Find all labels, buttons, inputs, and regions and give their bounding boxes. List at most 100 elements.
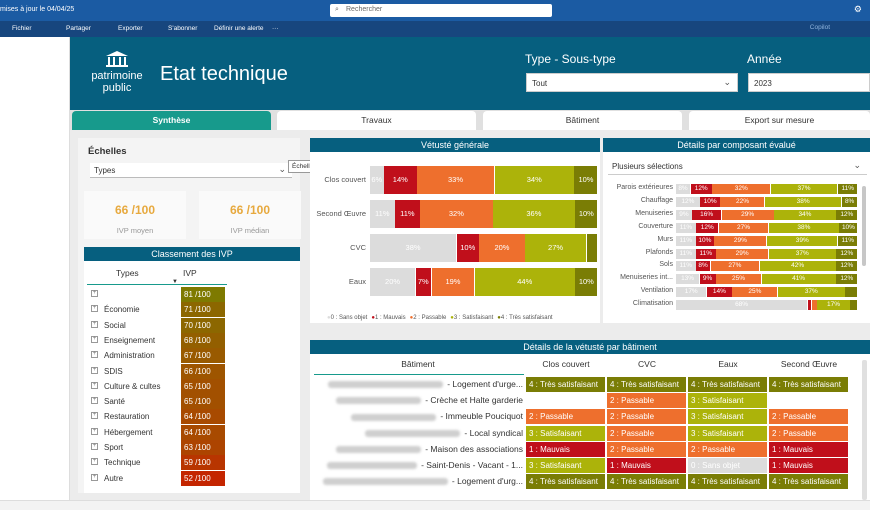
bar-segment-mauvais[interactable]: 11%: [395, 200, 420, 228]
table-row[interactable]: + Technique 59 /100: [84, 455, 304, 471]
sort-down-icon[interactable]: ▼: [172, 279, 178, 285]
col-cvc[interactable]: CVC: [638, 359, 656, 369]
bar-segment-sans-objet[interactable]: 11%: [370, 200, 395, 228]
more-button[interactable]: ···: [272, 25, 279, 32]
bar-segment-sans-objet[interactable]: 17%: [676, 287, 707, 298]
bar-segment-tres-satisfaisant[interactable]: 12%: [836, 248, 858, 259]
bar-segment-tres-satisfaisant[interactable]: 8%: [841, 196, 858, 207]
share-menu[interactable]: Partager: [66, 25, 91, 32]
status-cell-mauvais[interactable]: 1 : Mauvais: [769, 441, 848, 457]
bar-segment-satisfaisant[interactable]: 37%: [770, 184, 838, 194]
bar-segment-mauvais[interactable]: 10%: [456, 234, 479, 262]
bar-segment-tres-satisfaisant[interactable]: 10%: [574, 166, 598, 194]
batiment-name-cell[interactable]: - Logement d'urg...: [322, 476, 523, 486]
status-cell-mauvais[interactable]: 1 : Mauvais: [526, 441, 605, 457]
expand-icon[interactable]: +: [91, 351, 98, 359]
status-cell-tres-satisfaisant[interactable]: 4 : Très satisfaisant: [769, 377, 848, 392]
expand-icon[interactable]: +: [91, 320, 98, 328]
status-cell-tres-satisfaisant[interactable]: 4 : Très satisfaisant: [688, 474, 767, 490]
file-menu[interactable]: Fichier: [12, 25, 32, 32]
bar-segment-passable[interactable]: 22%: [720, 196, 765, 207]
table-row[interactable]: + Sport 63 /100: [84, 440, 304, 455]
bar-segment-mauvais[interactable]: 8%: [696, 261, 711, 272]
bar-segment-passable[interactable]: 20%: [479, 234, 525, 262]
bar-segment-tres-satisfaisant[interactable]: [845, 287, 858, 298]
composant-select[interactable]: Plusieurs sélections ⌄: [608, 158, 867, 175]
bar-segment-tres-satisfaisant[interactable]: 10%: [575, 200, 598, 228]
status-cell-tres-satisfaisant[interactable]: 4 : Très satisfaisant: [688, 377, 767, 392]
expand-icon[interactable]: +: [91, 443, 98, 450]
bar-segment-sans-objet[interactable]: 8%: [676, 184, 691, 194]
status-cell-passable[interactable]: 2 : Passable: [607, 441, 686, 457]
bar-segment-satisfaisant[interactable]: 39%: [767, 235, 838, 246]
bar-segment-sans-objet[interactable]: 20%: [370, 268, 416, 296]
tab-synthese[interactable]: Synthèse: [72, 111, 271, 130]
batiment-scrollbar[interactable]: [862, 360, 867, 500]
status-cell-tres-satisfaisant[interactable]: 4 : Très satisfaisant: [526, 474, 605, 490]
bar-segment-satisfaisant[interactable]: 38%: [764, 196, 842, 207]
expand-icon[interactable]: +: [91, 305, 98, 313]
bar-segment-passable[interactable]: 25%: [732, 287, 778, 298]
col-batiment[interactable]: Bâtiment: [401, 359, 435, 369]
status-cell-passable[interactable]: 2 : Passable: [607, 425, 686, 441]
subscribe-button[interactable]: S'abonner: [168, 25, 198, 32]
table-row[interactable]: + SDIS 66 /100: [84, 363, 304, 379]
batiment-name-cell[interactable]: - Immeuble Pouciquot: [351, 411, 523, 421]
status-cell-passable[interactable]: 2 : Passable: [769, 425, 848, 441]
bar-segment-sans-objet[interactable]: 11%: [676, 248, 696, 259]
bar-segment-mauvais[interactable]: 12%: [690, 184, 712, 194]
bar-segment-sans-objet[interactable]: 38%: [370, 234, 457, 262]
table-row[interactable]: + Administration 67 /100: [84, 348, 304, 364]
col-header-types[interactable]: Types: [116, 268, 139, 278]
bar-segment-satisfaisant[interactable]: 37%: [768, 248, 836, 259]
copilot-button[interactable]: Copilot: [809, 24, 830, 31]
bar-segment-mauvais[interactable]: 9%: [699, 274, 716, 285]
status-cell-satisfaisant[interactable]: 3 : Satisfaisant: [688, 409, 767, 425]
bar-segment-tres-satisfaisant[interactable]: 12%: [836, 261, 858, 272]
bar-segment-passable[interactable]: 27%: [710, 261, 760, 272]
bar-segment-satisfaisant[interactable]: 37%: [777, 287, 845, 298]
table-row[interactable]: + Autre 52 /100: [84, 470, 304, 486]
table-row[interactable]: + Hébergement 64 /100: [84, 424, 304, 440]
col-header-ivp[interactable]: IVP: [183, 268, 197, 278]
table-row[interactable]: + Culture & cultes 65 /100: [84, 378, 304, 394]
bar-segment-sans-objet[interactable]: 6%: [370, 166, 384, 194]
bar-segment-passable[interactable]: 32%: [712, 184, 771, 194]
status-cell-tres-satisfaisant[interactable]: 4 : Très satisfaisant: [769, 474, 848, 490]
bar-segment-passable[interactable]: 29%: [716, 248, 769, 259]
bar-segment-tres-satisfaisant[interactable]: [586, 234, 598, 262]
bar-segment-satisfaisant[interactable]: 42%: [759, 261, 836, 272]
batiment-name-cell[interactable]: - Local syndical: [365, 428, 523, 438]
bar-segment-satisfaisant[interactable]: 41%: [761, 274, 836, 285]
bar-segment-sans-objet[interactable]: 68%: [676, 300, 808, 311]
col-clos-couvert[interactable]: Clos couvert: [542, 359, 590, 369]
expand-icon[interactable]: +: [91, 366, 98, 374]
status-cell-passable[interactable]: 2 : Passable: [688, 441, 767, 457]
table-row[interactable]: + Économie 71 /100: [84, 302, 304, 318]
bar-segment-mauvais[interactable]: 14%: [384, 166, 417, 194]
batiment-name-cell[interactable]: - Crèche et Halte garderie: [336, 395, 523, 405]
bar-segment-passable[interactable]: 25%: [716, 274, 762, 285]
table-row[interactable]: + Santé 65 /100: [84, 394, 304, 410]
bar-segment-mauvais[interactable]: [807, 300, 812, 311]
bar-segment-tres-satisfaisant[interactable]: 10%: [839, 222, 858, 233]
bar-segment-satisfaisant[interactable]: 36%: [493, 200, 575, 228]
bar-segment-passable[interactable]: 29%: [721, 209, 774, 220]
status-cell-passable[interactable]: 2 : Passable: [607, 393, 686, 409]
bar-segment-tres-satisfaisant[interactable]: 11%: [837, 235, 858, 246]
bar-segment-satisfaisant[interactable]: 44%: [474, 268, 575, 296]
batiment-name-cell[interactable]: - Saint-Denis - Vacant - 1...: [327, 460, 523, 470]
bar-segment-sans-objet[interactable]: 12%: [676, 196, 700, 207]
bar-segment-mauvais[interactable]: 11%: [696, 248, 716, 259]
expand-icon[interactable]: +: [91, 473, 98, 481]
tab-travaux[interactable]: Travaux: [277, 111, 476, 130]
status-cell-mauvais[interactable]: 1 : Mauvais: [769, 458, 848, 473]
search-input[interactable]: ⌕ Rechercher: [330, 4, 552, 17]
bar-segment-tres-satisfaisant[interactable]: 12%: [836, 209, 858, 220]
details-scrollbar[interactable]: [862, 186, 866, 266]
bar-segment-mauvais[interactable]: 7%: [415, 268, 432, 296]
bar-segment-sans-objet[interactable]: 11%: [676, 261, 696, 272]
bar-segment-satisfaisant[interactable]: 34%: [774, 209, 836, 220]
bar-segment-satisfaisant[interactable]: 17%: [817, 300, 850, 311]
bar-segment-mauvais[interactable]: 10%: [700, 196, 720, 207]
